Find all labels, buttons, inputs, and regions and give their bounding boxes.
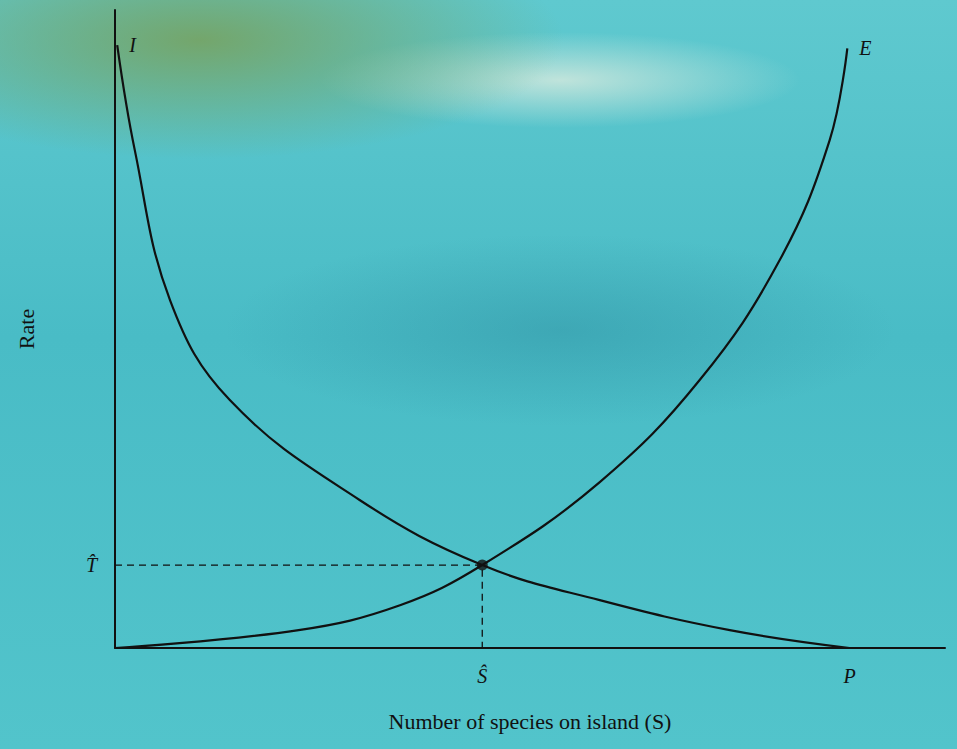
svg-text:Rate: Rate — [14, 309, 39, 349]
svg-text:P: P — [842, 665, 855, 687]
svg-text:I: I — [128, 34, 137, 56]
svg-text:Number of species on island (S: Number of species on island (S) — [389, 709, 672, 734]
svg-text:Ŝ: Ŝ — [477, 664, 487, 687]
svg-text:E: E — [858, 37, 871, 59]
svg-text:T̂: T̂ — [86, 554, 99, 576]
